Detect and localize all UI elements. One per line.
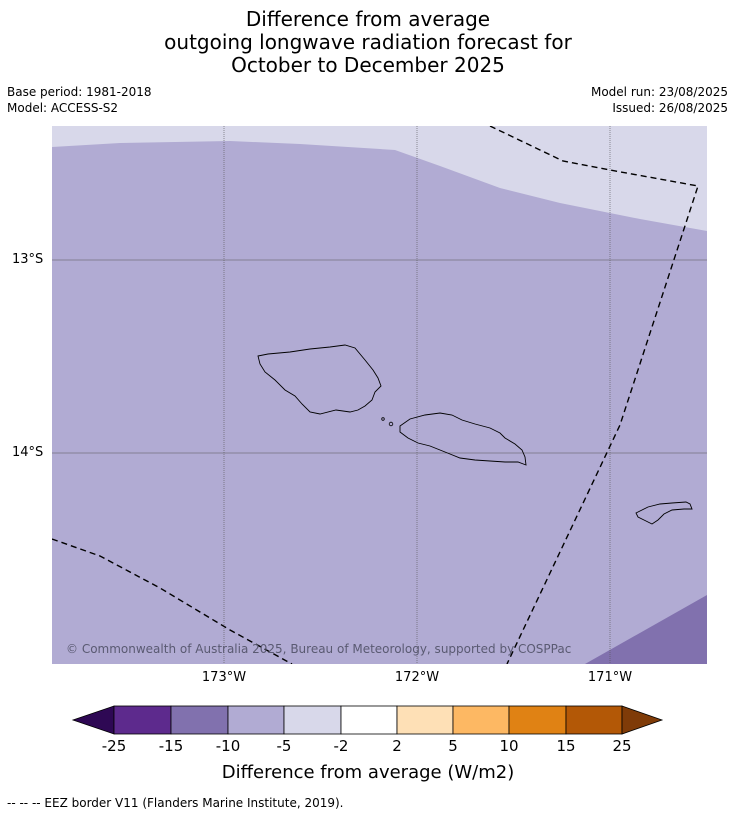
- issued-date: Issued: 26/08/2025: [612, 101, 728, 115]
- colorbar-segment-4: [283, 705, 342, 735]
- savaii-island: [257, 344, 382, 415]
- colorbar-segment-1: [113, 705, 172, 735]
- main-anomaly-region: [52, 141, 707, 664]
- model-run: Model run: 23/08/2025: [590, 85, 728, 99]
- eez-border-south: [52, 538, 293, 664]
- copyright-notice: © Commonwealth of Australia 2025, Bureau…: [66, 642, 571, 656]
- colorbar-tick-label: -25: [101, 737, 127, 755]
- colorbar-segment-9: [565, 705, 623, 735]
- tutuila-island: [635, 501, 693, 525]
- colorbar-tick-label: -5: [276, 737, 292, 755]
- lat-label-14s: 14°S: [12, 445, 44, 460]
- colorbar-segment-8: [508, 705, 567, 735]
- lat-label-13s: 13°S: [12, 252, 44, 267]
- colorbar-segment-6: [396, 705, 454, 735]
- meta-left: Base period: 1981-2018 Model: ACCESS-S2: [7, 84, 152, 116]
- colorbar-tick-label: 2: [392, 737, 402, 755]
- colorbar-max-arrow: [621, 705, 664, 735]
- upolu-island: [399, 412, 527, 466]
- dark-anomaly-region: [585, 595, 707, 664]
- title-line-2: outgoing longwave radiation forecast for: [164, 30, 572, 54]
- meta-right: Model run: 23/08/2025 Issued: 26/08/2025: [591, 84, 728, 116]
- colorbar-tick-label: 5: [448, 737, 458, 755]
- lon-label-172w: 172°W: [394, 670, 440, 685]
- chart-title: Difference from average outgoing longwav…: [0, 8, 736, 77]
- colorbar-tick-label: -15: [158, 737, 184, 755]
- eez-footnote: -- -- -- EEZ border V11 (Flanders Marine…: [7, 796, 344, 810]
- colorbar-min-arrow: [71, 705, 115, 735]
- title-line-3: October to December 2025: [231, 53, 505, 77]
- eez-border-east: [489, 126, 699, 664]
- colorbar-segment-5: [340, 705, 398, 735]
- model-name: Model: ACCESS-S2: [7, 101, 119, 115]
- colorbar-segment-7: [452, 705, 510, 735]
- colorbar-tick-label: -10: [215, 737, 241, 755]
- colorbar: [71, 705, 664, 735]
- colorbar-title: Difference from average (W/m2): [221, 762, 515, 783]
- colorbar-segment-3: [227, 705, 285, 735]
- lon-label-173w: 173°W: [201, 670, 247, 685]
- colorbar-tick-label: 10: [499, 737, 519, 755]
- title-line-1: Difference from average: [245, 7, 491, 31]
- colorbar-tick-label: 15: [556, 737, 576, 755]
- colorbar-tick-label: 25: [612, 737, 632, 755]
- colorbar-tick-label: -2: [333, 737, 349, 755]
- manono-islet: [388, 421, 394, 427]
- colorbar-segment-2: [170, 705, 229, 735]
- base-period: Base period: 1981-2018: [7, 85, 152, 99]
- lon-label-171w: 171°W: [587, 670, 633, 685]
- apolima-islet: [381, 417, 385, 421]
